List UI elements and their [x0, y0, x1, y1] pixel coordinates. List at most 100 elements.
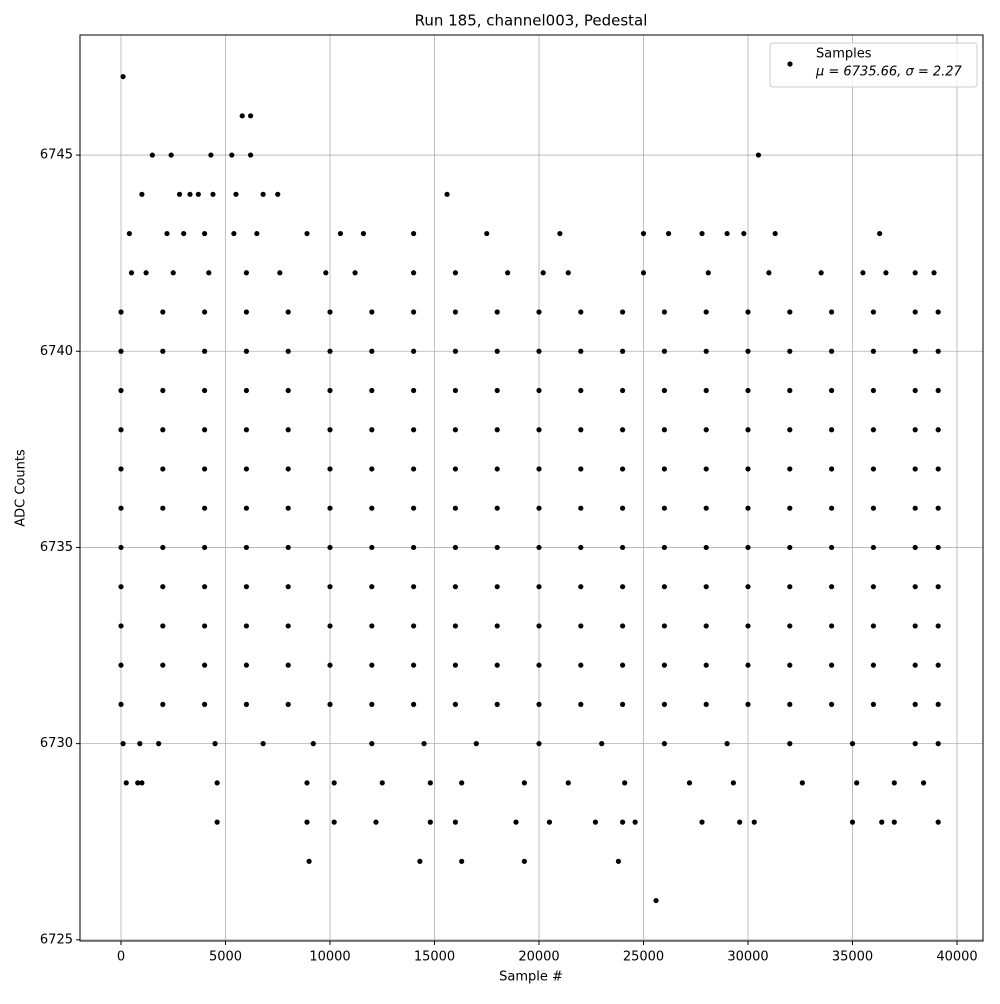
point — [521, 858, 527, 864]
point — [829, 387, 835, 394]
y-axis-label: ADC Counts — [14, 449, 29, 527]
point — [202, 230, 208, 237]
point — [452, 623, 459, 629]
point — [661, 466, 668, 472]
point — [243, 505, 250, 511]
point — [787, 348, 793, 354]
point — [703, 662, 709, 668]
point — [369, 623, 375, 629]
point — [337, 230, 344, 237]
point — [285, 427, 291, 433]
point — [118, 623, 124, 629]
point — [452, 387, 459, 394]
point — [745, 701, 751, 707]
point — [912, 387, 918, 394]
point — [935, 623, 941, 629]
point — [427, 780, 433, 786]
point — [494, 623, 500, 629]
point — [327, 701, 333, 707]
point — [536, 387, 542, 394]
point — [243, 270, 250, 276]
point — [118, 505, 124, 511]
point — [247, 152, 254, 158]
point — [620, 466, 626, 472]
point — [452, 505, 459, 511]
point — [160, 623, 166, 629]
x-tick-label: 5000 — [209, 950, 242, 965]
point — [243, 466, 250, 472]
point — [703, 505, 709, 511]
point — [703, 544, 709, 551]
point — [705, 270, 711, 276]
point — [737, 819, 743, 825]
point — [452, 466, 459, 472]
point — [275, 191, 281, 197]
point — [829, 466, 835, 472]
point — [787, 584, 793, 590]
point — [202, 662, 208, 668]
point — [452, 819, 459, 825]
point — [369, 544, 375, 551]
point — [160, 309, 166, 315]
point — [160, 387, 166, 394]
point — [870, 309, 877, 315]
point — [411, 466, 417, 472]
point — [578, 387, 584, 394]
legend-marker — [787, 61, 793, 67]
point — [369, 662, 375, 668]
point — [202, 309, 208, 315]
point — [536, 309, 542, 315]
point — [120, 73, 126, 80]
point — [620, 348, 626, 354]
point — [260, 741, 266, 747]
point — [849, 819, 856, 825]
point — [870, 427, 877, 433]
point — [787, 505, 793, 511]
point — [304, 780, 310, 786]
point — [661, 427, 668, 433]
point — [444, 191, 450, 197]
point — [452, 584, 459, 590]
point — [661, 544, 668, 551]
point — [243, 584, 250, 590]
point — [494, 505, 500, 511]
point — [411, 230, 417, 237]
point — [411, 427, 417, 433]
point — [578, 348, 584, 354]
point — [829, 505, 835, 511]
point — [935, 662, 941, 668]
point — [536, 701, 542, 707]
point — [494, 701, 500, 707]
point — [243, 309, 250, 315]
point — [494, 584, 500, 590]
point — [521, 780, 527, 786]
point — [260, 191, 266, 197]
point — [787, 544, 793, 551]
point — [285, 387, 291, 394]
point — [327, 505, 333, 511]
point — [118, 348, 124, 354]
point — [540, 270, 546, 276]
point — [931, 270, 937, 276]
point — [118, 427, 124, 433]
point — [411, 584, 417, 590]
point — [620, 662, 626, 668]
point — [411, 387, 417, 394]
point — [118, 662, 124, 668]
point — [285, 701, 291, 707]
point — [772, 230, 778, 237]
point — [703, 348, 709, 354]
point — [243, 623, 250, 629]
point — [128, 270, 135, 276]
point — [452, 544, 459, 551]
point — [229, 152, 235, 158]
point — [239, 113, 245, 119]
point — [870, 544, 877, 551]
point — [620, 387, 626, 394]
point — [327, 544, 333, 551]
point — [661, 584, 668, 590]
point — [745, 387, 751, 394]
point — [494, 387, 500, 394]
point — [327, 309, 333, 315]
